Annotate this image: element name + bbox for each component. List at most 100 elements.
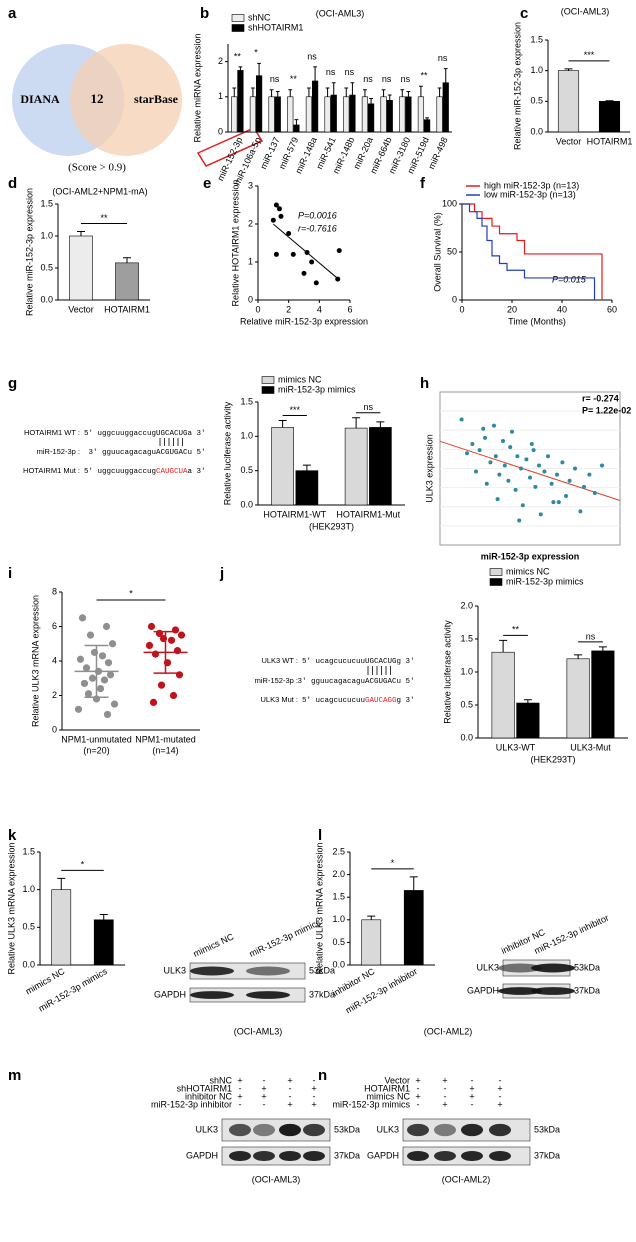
treatment-sign: - xyxy=(239,1083,242,1093)
significance: *** xyxy=(584,50,595,60)
treatment-sign: - xyxy=(263,1075,266,1085)
x-tick-label: 60 xyxy=(607,304,617,314)
point xyxy=(336,248,342,254)
point xyxy=(276,206,282,212)
point xyxy=(573,466,577,471)
x-tick-label: 20 xyxy=(507,304,517,314)
treatment-sign: - xyxy=(444,1083,447,1093)
blot-band xyxy=(407,1150,429,1162)
x-tick-label: NPM1-mutated xyxy=(135,734,196,744)
panel-label: l xyxy=(318,827,322,844)
x-tick-label: HOTAIRM1 xyxy=(104,304,150,314)
seq-mutation: GAUCAGG xyxy=(365,697,397,705)
band-name: GAPDH xyxy=(367,1150,399,1160)
point xyxy=(474,469,478,474)
significance: ** xyxy=(100,213,108,223)
band-name: GAPDH xyxy=(154,989,186,999)
band-name: GAPDH xyxy=(186,1150,218,1160)
y-tick-label: 1.0 xyxy=(40,230,53,240)
error-bar xyxy=(288,89,293,97)
bar xyxy=(403,890,424,966)
blot-strip xyxy=(221,1118,331,1142)
y-tick-label: 2.5 xyxy=(332,846,345,856)
cell-line: (OCI-AML3) xyxy=(252,1174,301,1184)
x-tick-label: HOTAIRM1 xyxy=(587,136,633,146)
fit-line xyxy=(439,440,621,501)
venn-overlap: 12 xyxy=(91,91,104,106)
seq-part: 5' uggcuuggaccug xyxy=(84,468,156,476)
significance: * xyxy=(391,858,395,868)
y-tick-label: 2 xyxy=(52,690,57,700)
blot-band xyxy=(461,1123,483,1137)
point xyxy=(98,652,107,660)
band-size: 53kDa xyxy=(309,965,335,975)
point xyxy=(592,490,597,495)
bar xyxy=(361,919,382,966)
y-tick-label: 0.5 xyxy=(22,922,35,932)
error-bar xyxy=(381,89,386,97)
legend-swatch xyxy=(231,14,245,22)
blot-band xyxy=(246,966,290,976)
bar xyxy=(598,101,621,133)
y-tick-label: 1 xyxy=(248,256,253,266)
blot-strip xyxy=(221,1146,331,1166)
blot-band xyxy=(434,1123,456,1137)
treatment-sign: + xyxy=(311,1099,316,1109)
treatment-sign: - xyxy=(263,1099,266,1109)
bar xyxy=(516,702,540,739)
point xyxy=(549,481,554,486)
significance: ns xyxy=(586,631,596,641)
legend-label: mimics NC xyxy=(278,374,322,384)
point xyxy=(110,700,119,708)
bar xyxy=(436,96,443,133)
bar xyxy=(557,70,580,133)
y-tick-label: 1.0 xyxy=(530,65,543,75)
point xyxy=(506,478,511,483)
significance: ** xyxy=(290,74,298,84)
bar xyxy=(330,94,337,133)
panel-label: h xyxy=(420,375,429,392)
bar xyxy=(293,124,300,133)
y-tick-label: 6 xyxy=(52,621,57,631)
treatment-label: HOTAIRM1 xyxy=(364,1083,410,1093)
error-bar xyxy=(605,100,614,102)
point xyxy=(529,442,534,447)
band-size: 53kDa xyxy=(334,1124,360,1134)
treatment-sign: + xyxy=(469,1083,474,1093)
point xyxy=(171,626,180,634)
chart-title: (OCI-AML3) xyxy=(316,8,365,18)
treatment-label: Vector xyxy=(384,1075,410,1085)
error-bar xyxy=(419,85,423,97)
significance: ns xyxy=(270,74,280,84)
x-axis-label: miR-152-3p expression xyxy=(481,551,580,561)
error-bar xyxy=(523,699,532,704)
y-tick-label: 1.0 xyxy=(332,914,345,924)
bar xyxy=(237,70,244,133)
error-bar xyxy=(57,877,66,890)
point xyxy=(495,497,500,502)
band-name: ULK3 xyxy=(476,962,499,972)
bar xyxy=(287,96,294,133)
blot-band xyxy=(229,1123,251,1137)
point xyxy=(103,710,112,719)
pairing-lines xyxy=(367,666,391,675)
y-axis-label: Relative HOTAIRM1 expression xyxy=(230,180,240,307)
y-tick-label: 0 xyxy=(248,294,253,304)
bar xyxy=(566,658,590,739)
y-tick-label: 1.5 xyxy=(530,34,543,44)
significance: ns xyxy=(363,402,373,412)
chart-title: (OCI-AML3) xyxy=(561,6,610,16)
cell-line: (OCI-AML3) xyxy=(234,1026,283,1036)
blot-band xyxy=(489,1123,511,1137)
legend-swatch xyxy=(489,578,503,586)
error-bar xyxy=(437,87,442,97)
x-tick-label: Vector xyxy=(556,136,582,146)
seq-part: g 3' xyxy=(397,697,415,705)
bar xyxy=(311,80,319,133)
band-name: ULK3 xyxy=(376,1124,399,1134)
panel-label: k xyxy=(8,827,17,844)
x-tick-label: 2 xyxy=(286,304,291,314)
bar xyxy=(417,96,425,133)
treatment-sign: + xyxy=(311,1083,316,1093)
error-bar xyxy=(238,66,243,71)
